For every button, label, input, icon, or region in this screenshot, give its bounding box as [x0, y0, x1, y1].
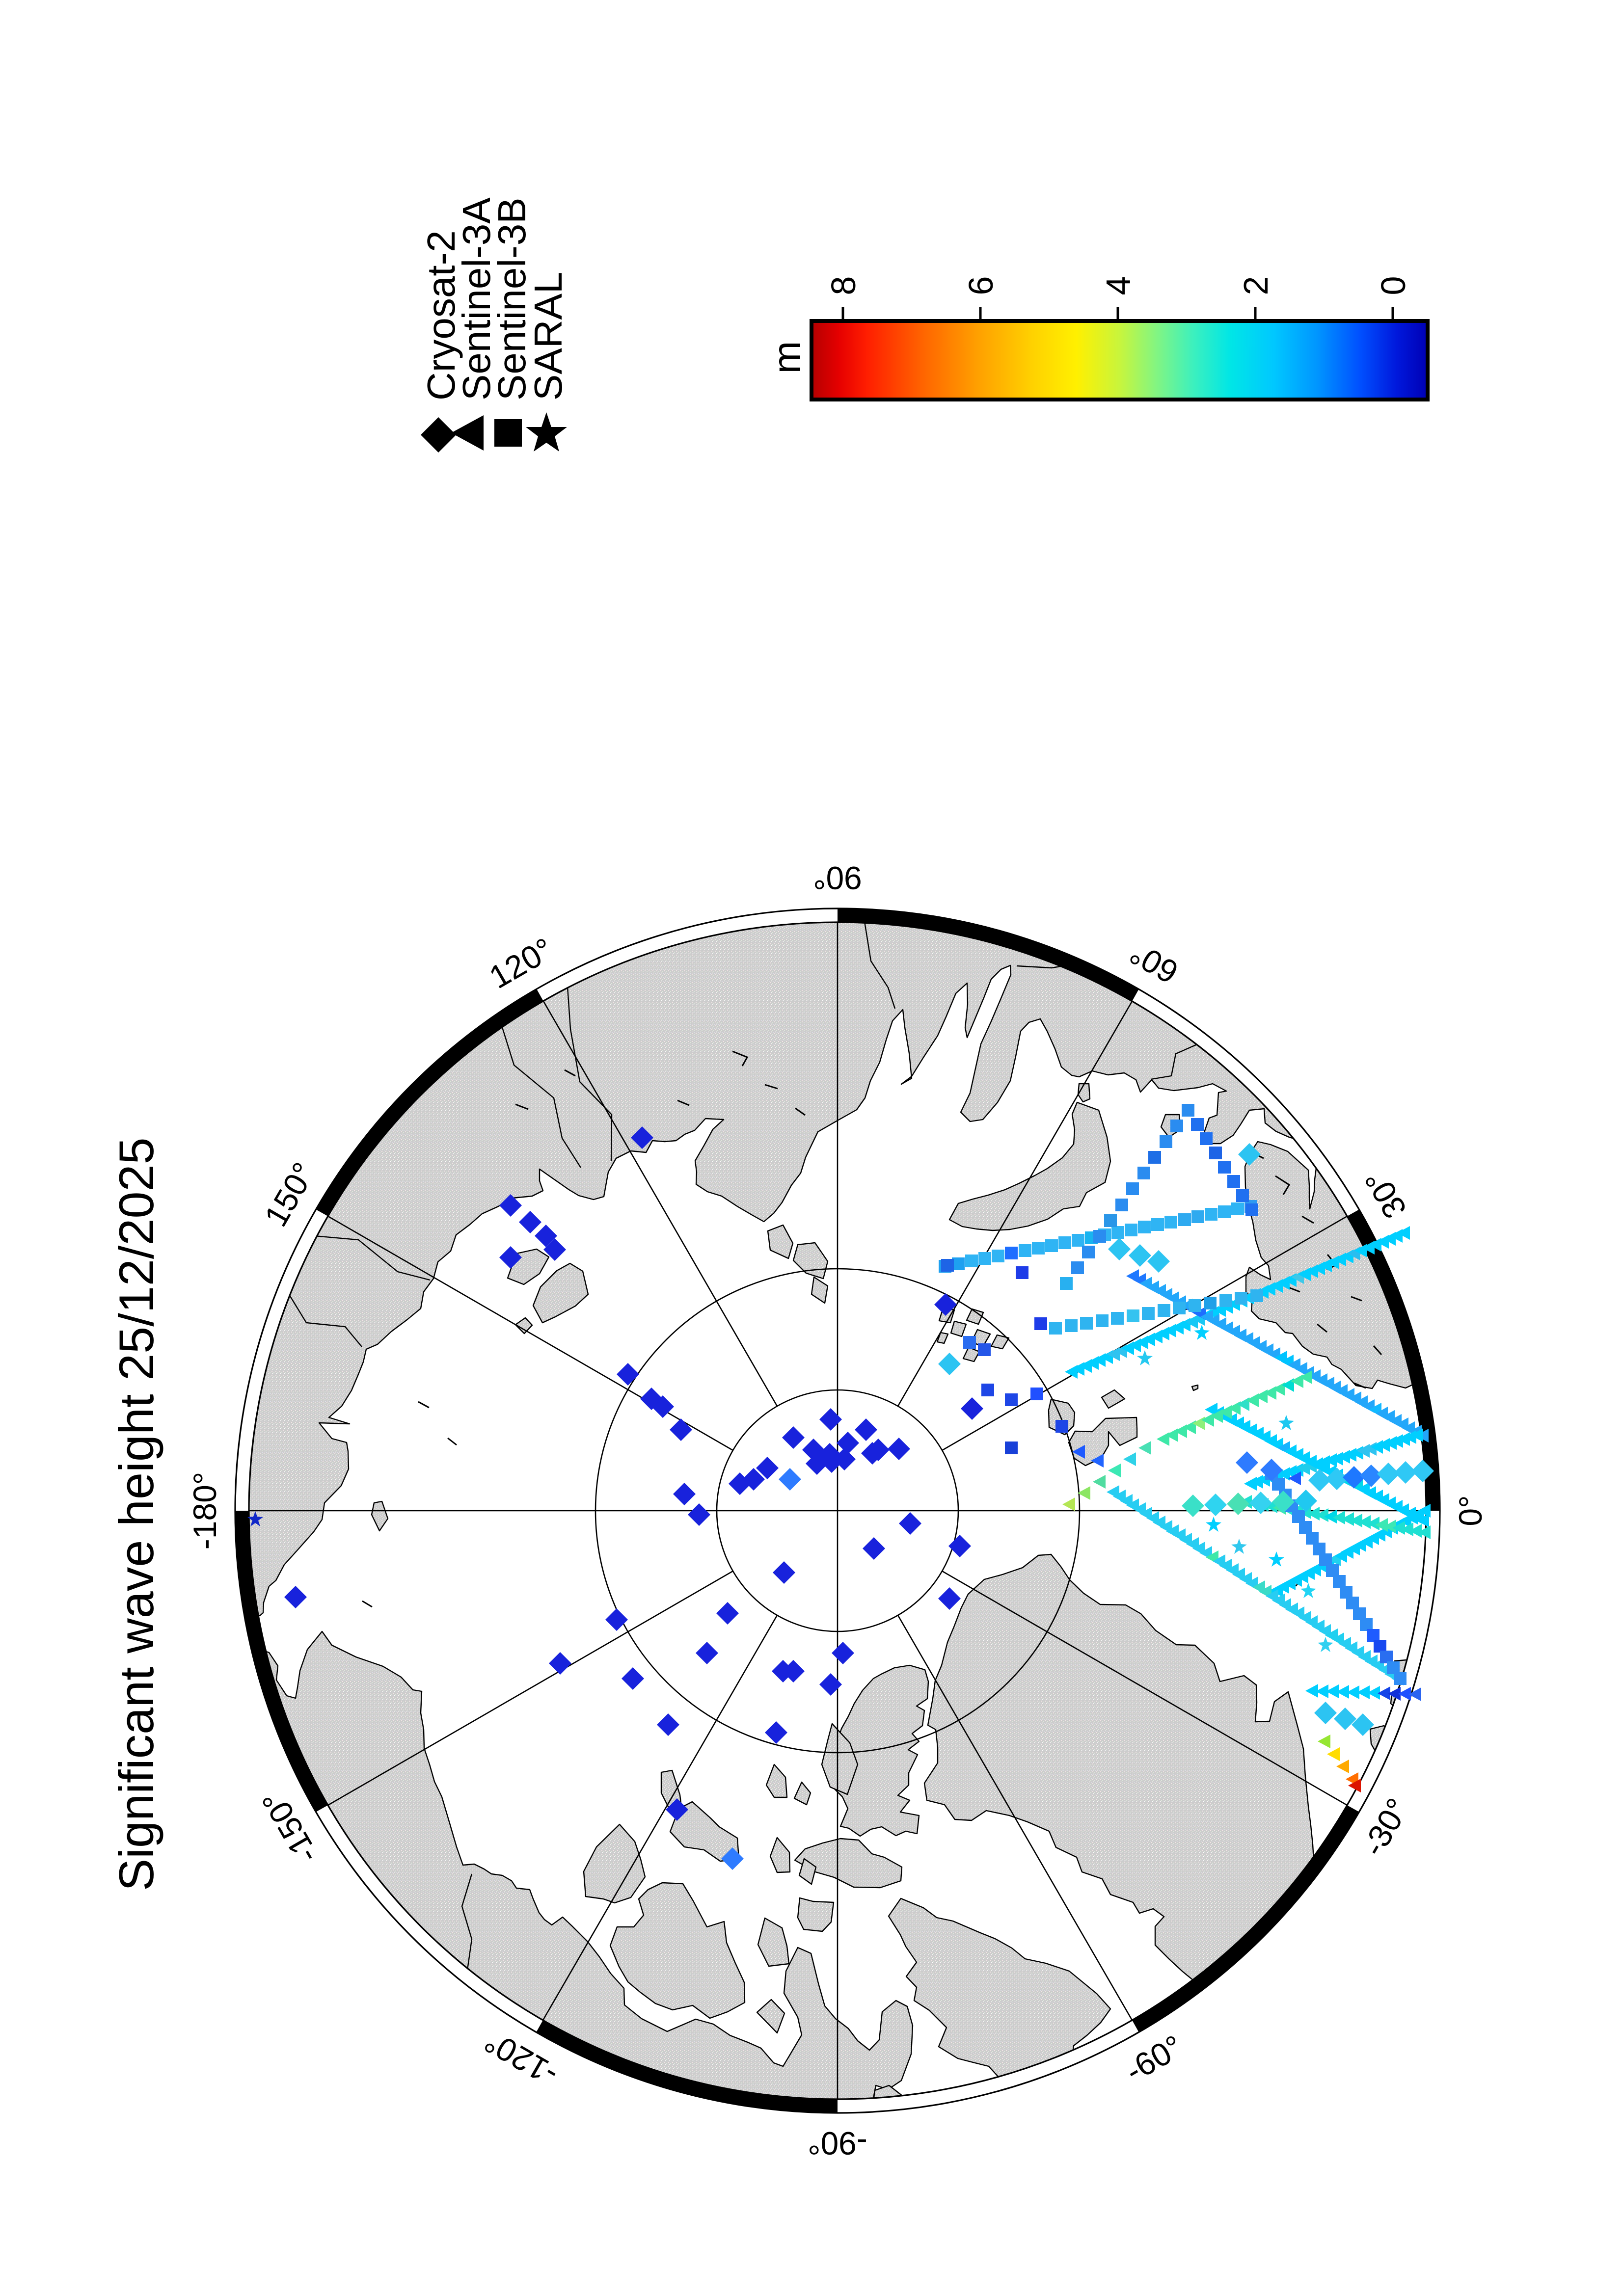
svg-text:Significant wave height 25/12/: Significant wave height 25/12/2025 — [109, 1137, 163, 1891]
svg-text:-180°: -180° — [187, 1472, 223, 1550]
svg-text:Cryosat-2: Cryosat-2 — [419, 230, 463, 400]
svg-text:0°: 0° — [1452, 1495, 1488, 1526]
svg-text:6: 6 — [962, 276, 1000, 295]
svg-text:4: 4 — [1099, 276, 1137, 295]
svg-text:90°: 90° — [813, 860, 862, 896]
svg-text:0: 0 — [1374, 276, 1412, 295]
svg-text:-90°: -90° — [808, 2125, 867, 2162]
svg-text:Sentinel-3B: Sentinel-3B — [490, 197, 534, 400]
svg-text:m: m — [765, 341, 809, 374]
svg-text:2: 2 — [1237, 276, 1275, 295]
svg-text:8: 8 — [824, 276, 863, 295]
svg-text:SARAL: SARAL — [526, 272, 570, 400]
svg-text:Sentinel-3A: Sentinel-3A — [455, 197, 498, 400]
